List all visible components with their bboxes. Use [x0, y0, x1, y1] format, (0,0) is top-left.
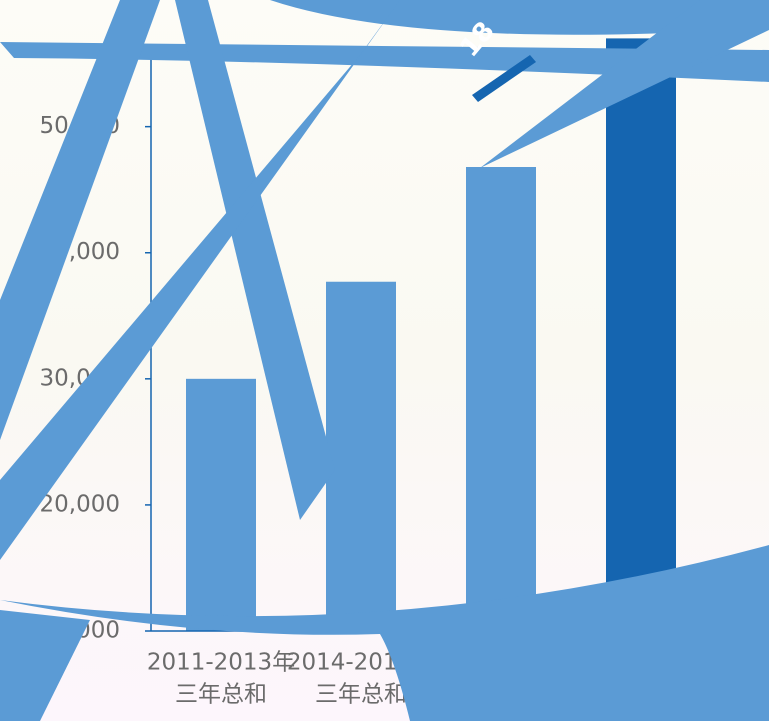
bottom-shape [0, 545, 769, 721]
y-tick-label: 20,000 [40, 491, 120, 517]
bottom-left [0, 610, 90, 721]
bar [606, 38, 676, 632]
stripe [175, 0, 335, 520]
bar [466, 167, 536, 631]
stripe [0, 0, 400, 560]
x-tick-label: 2011-2013年 [147, 650, 295, 676]
bar [186, 378, 256, 631]
stripe [480, 0, 769, 168]
top-shape [270, 0, 769, 35]
x-tick-label: 三年总和 [175, 682, 267, 708]
bar [326, 281, 396, 631]
dash [472, 55, 536, 102]
x-tick-label: 三年总和 [315, 682, 407, 708]
stripe [0, 0, 160, 440]
